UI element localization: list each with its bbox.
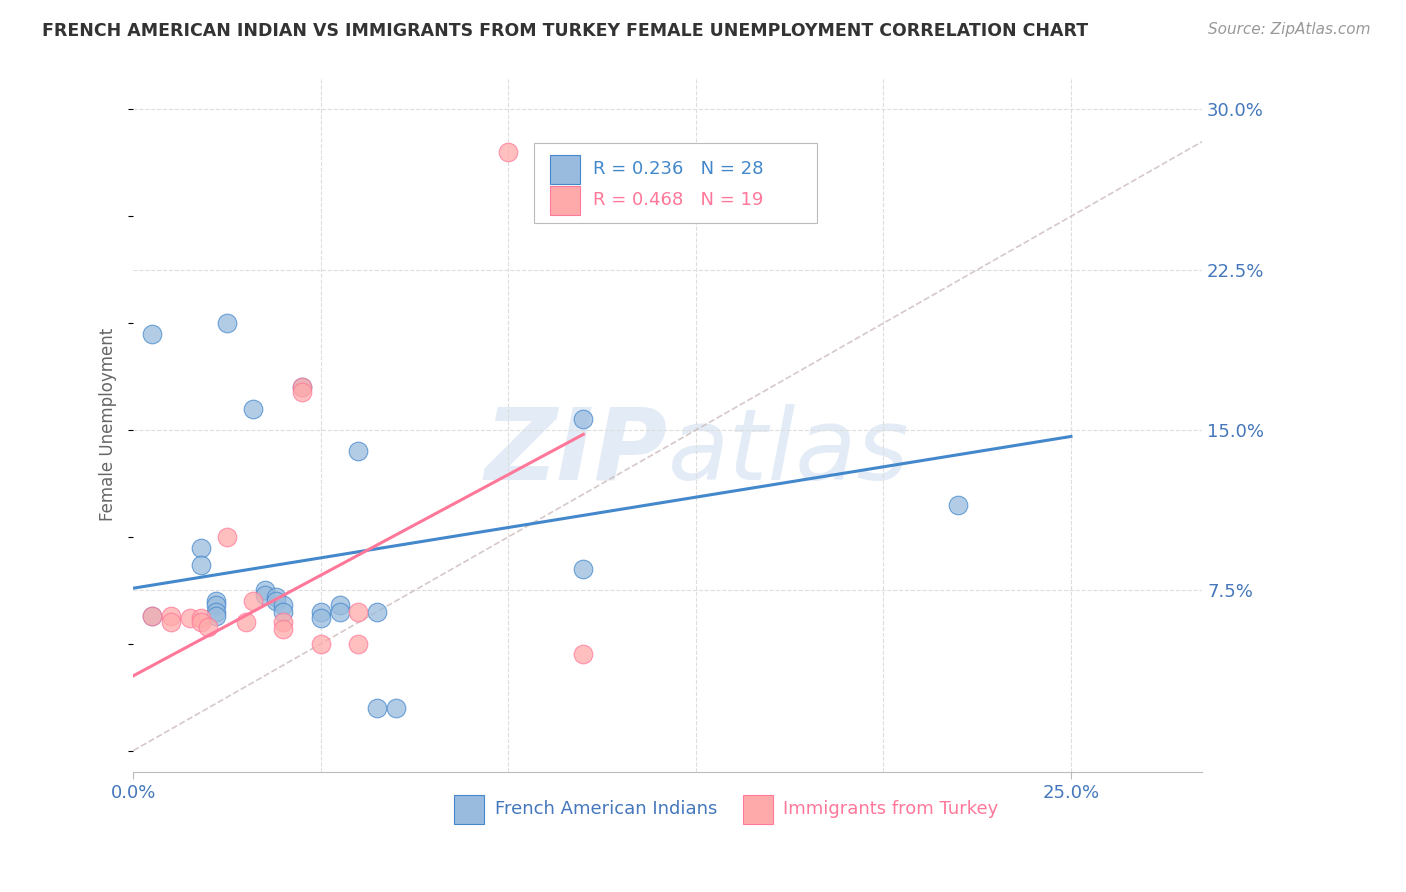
Point bbox=[329, 605, 352, 619]
Point bbox=[264, 590, 287, 604]
Text: ZIP: ZIP bbox=[485, 404, 668, 501]
Text: FRENCH AMERICAN INDIAN VS IMMIGRANTS FROM TURKEY FEMALE UNEMPLOYMENT CORRELATION: FRENCH AMERICAN INDIAN VS IMMIGRANTS FRO… bbox=[42, 22, 1088, 40]
Point bbox=[291, 380, 314, 394]
Point bbox=[217, 316, 239, 330]
Point bbox=[141, 609, 163, 624]
Point bbox=[190, 558, 212, 572]
Y-axis label: Female Unemployment: Female Unemployment bbox=[100, 328, 117, 521]
Point bbox=[141, 326, 163, 341]
Point bbox=[572, 648, 595, 662]
Point bbox=[347, 605, 370, 619]
Text: R = 0.236   N = 28: R = 0.236 N = 28 bbox=[593, 161, 763, 178]
Point bbox=[385, 701, 408, 715]
Bar bbox=[454, 795, 484, 824]
Text: atlas: atlas bbox=[668, 404, 910, 501]
Point bbox=[347, 444, 370, 458]
Text: Source: ZipAtlas.com: Source: ZipAtlas.com bbox=[1208, 22, 1371, 37]
Point bbox=[273, 599, 295, 613]
Point bbox=[253, 588, 276, 602]
Point bbox=[190, 615, 212, 630]
Point bbox=[347, 637, 370, 651]
Point bbox=[273, 605, 295, 619]
Bar bbox=[534, 144, 817, 223]
Point bbox=[329, 599, 352, 613]
Point bbox=[205, 599, 228, 613]
Point bbox=[205, 609, 228, 624]
Point bbox=[309, 611, 332, 625]
Point bbox=[273, 622, 295, 636]
Point bbox=[217, 530, 239, 544]
Point bbox=[205, 605, 228, 619]
Bar bbox=[550, 154, 581, 184]
Point bbox=[309, 605, 332, 619]
Text: French American Indians: French American Indians bbox=[495, 800, 717, 819]
Point bbox=[572, 562, 595, 576]
Text: R = 0.468   N = 19: R = 0.468 N = 19 bbox=[593, 192, 763, 210]
Point bbox=[498, 145, 520, 160]
Point bbox=[205, 594, 228, 608]
Point bbox=[141, 609, 163, 624]
Point bbox=[291, 384, 314, 399]
Point bbox=[264, 594, 287, 608]
Point bbox=[160, 609, 183, 624]
Point bbox=[197, 620, 219, 634]
Point bbox=[253, 583, 276, 598]
Bar bbox=[550, 186, 581, 215]
Point bbox=[190, 611, 212, 625]
Point bbox=[366, 605, 388, 619]
Point bbox=[291, 380, 314, 394]
Point bbox=[160, 615, 183, 630]
Point bbox=[572, 412, 595, 426]
Point bbox=[948, 498, 970, 512]
Point bbox=[235, 615, 257, 630]
Point bbox=[309, 637, 332, 651]
Point bbox=[190, 541, 212, 555]
Point bbox=[366, 701, 388, 715]
Point bbox=[242, 594, 264, 608]
Point bbox=[179, 611, 201, 625]
Point bbox=[242, 401, 264, 416]
Point bbox=[273, 615, 295, 630]
Bar bbox=[742, 795, 772, 824]
Text: Immigrants from Turkey: Immigrants from Turkey bbox=[783, 800, 998, 819]
